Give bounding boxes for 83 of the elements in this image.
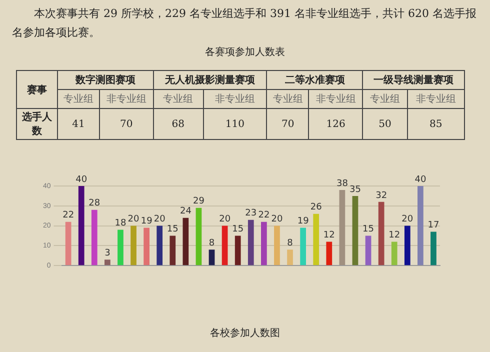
bar [365,236,372,266]
data-label: 85 [407,108,464,140]
bar [300,228,306,266]
data-label: 15 [166,224,178,235]
category-label: 专业组 [58,90,100,108]
data-label: 18 [114,218,126,229]
text: 赛事 [16,70,58,108]
bar [313,214,320,266]
text: 本次赛事共有 29 所学校，229 名专业组选手和 391 名非专业组选手，共计 620 名选手报名参加各项比赛。 [12,6,478,41]
bar [91,210,98,266]
data-label: 19 [140,216,153,227]
data-label: 40 [414,174,426,185]
bar [104,260,110,266]
text: 数字测图赛项 [58,70,154,90]
category-label: 专业组 [163,94,194,105]
data-label: 22 [62,210,74,221]
category-label: 专业组 [272,94,303,105]
bar [156,226,163,266]
data-label: 26 [310,202,322,213]
text: 无人机摄影测量赛项 [153,70,267,90]
data-label: 22 [258,210,270,221]
data-label: 8 [287,238,294,249]
data-label: 23 [245,208,257,219]
bar [78,186,84,266]
data-label: 50 [362,108,408,140]
data-label: 20 [219,214,231,225]
data-label: 126 [308,108,363,140]
bar [208,250,215,266]
data-label: 3 [104,248,110,258]
data-label: 12 [323,230,335,241]
data-label: 20 [154,214,166,225]
text: 二等水准赛项 [266,70,363,90]
bar [418,186,424,266]
bar [378,202,384,266]
bar [326,242,332,266]
data-label: 35 [350,184,361,195]
data-label: 70 [99,108,154,140]
bar [130,226,136,266]
bar [287,250,293,266]
bar [118,230,124,266]
bar [404,226,410,266]
data-label: 70 [266,108,309,140]
data-label: 12 [388,230,400,241]
text: 各赛项参加人数表 [204,46,286,59]
bar [65,222,72,266]
data-label: 17 [428,220,440,231]
data-label: 29 [193,196,205,207]
data-label: 28 [88,198,100,209]
text: 各校参加人数图 [209,326,281,340]
category-label: 非专业组 [214,94,255,105]
text: 一级导线测量赛项 [362,70,464,90]
data-label: 110 [203,108,267,140]
bar [144,228,150,266]
category-label: 专业组 [370,94,400,105]
bar [248,220,254,266]
bar [352,196,358,266]
data-label: 40 [76,174,88,185]
data-label: 68 [153,108,203,140]
category-label: 非专业组 [99,90,154,108]
data-label: 19 [297,216,310,227]
bar [261,222,267,266]
bar [182,218,189,266]
data-label: 38 [336,178,348,189]
bar [234,236,241,266]
category-label: 非专业组 [416,94,456,105]
data-label: 41 [58,108,100,140]
bar [274,226,280,266]
category-label: 非专业组 [316,94,356,105]
bar [339,190,346,266]
data-label: 20 [402,214,414,225]
data-label: 20 [128,214,140,225]
text: 选手人数 [16,108,58,140]
bar [391,242,398,266]
bar [222,226,228,266]
data-label: 15 [362,224,374,235]
data-label: 24 [180,206,192,217]
data-label: 8 [208,238,215,249]
bar [170,236,176,266]
data-label: 20 [271,214,283,225]
data-label: 32 [376,190,388,201]
bar [196,208,202,266]
bar [430,232,436,266]
data-label: 15 [232,224,244,235]
